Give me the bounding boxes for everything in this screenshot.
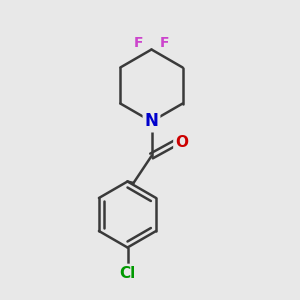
- Text: Cl: Cl: [119, 266, 136, 280]
- Text: N: N: [145, 112, 158, 130]
- Text: F: F: [159, 36, 169, 50]
- Text: O: O: [175, 135, 188, 150]
- Text: F: F: [134, 36, 144, 50]
